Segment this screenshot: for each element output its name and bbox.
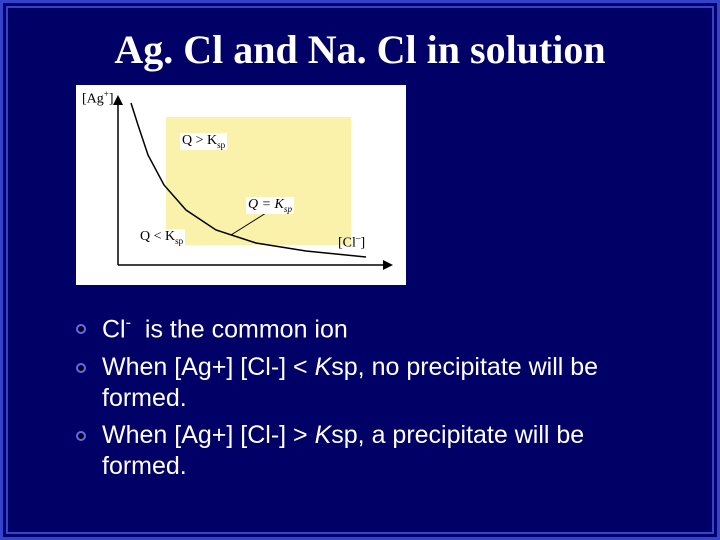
region-below-label: Q < Ksp xyxy=(138,229,185,246)
inner-border: Ag. Cl and Na. Cl in solution [Ag+] [Cl–… xyxy=(6,6,714,534)
list-item: When [Ag+] [Cl-] > Ksp, a precipitate wi… xyxy=(76,420,664,483)
bullet-icon xyxy=(76,431,86,441)
list-item: Cl- is the common ion xyxy=(76,313,664,346)
bullet-list: Cl- is the common ion When [Ag+] [Cl-] <… xyxy=(76,313,664,483)
bullet-icon xyxy=(76,363,86,373)
bullet-text: When [Ag+] [Cl-] > Ksp, a precipitate wi… xyxy=(102,420,664,483)
bullet-text: When [Ag+] [Cl-] < Ksp, no precipitate w… xyxy=(102,352,664,415)
bullet-icon xyxy=(76,324,86,334)
x-axis-label: [Cl–] xyxy=(338,233,365,252)
qsp-diagram: [Ag+] [Cl–] Q > Ksp Q < Ksp Q = Ksp xyxy=(76,85,406,285)
slide-title: Ag. Cl and Na. Cl in solution xyxy=(36,26,684,73)
y-axis-label: [Ag+] xyxy=(82,89,114,108)
region-above-label: Q > Ksp xyxy=(180,133,227,150)
list-item: When [Ag+] [Cl-] < Ksp, no precipitate w… xyxy=(76,352,664,415)
bullet-text: Cl- is the common ion xyxy=(102,313,348,346)
diagram-svg xyxy=(76,85,406,285)
curve-label: Q = Ksp xyxy=(246,197,294,214)
outer-border: Ag. Cl and Na. Cl in solution [Ag+] [Cl–… xyxy=(0,0,720,540)
